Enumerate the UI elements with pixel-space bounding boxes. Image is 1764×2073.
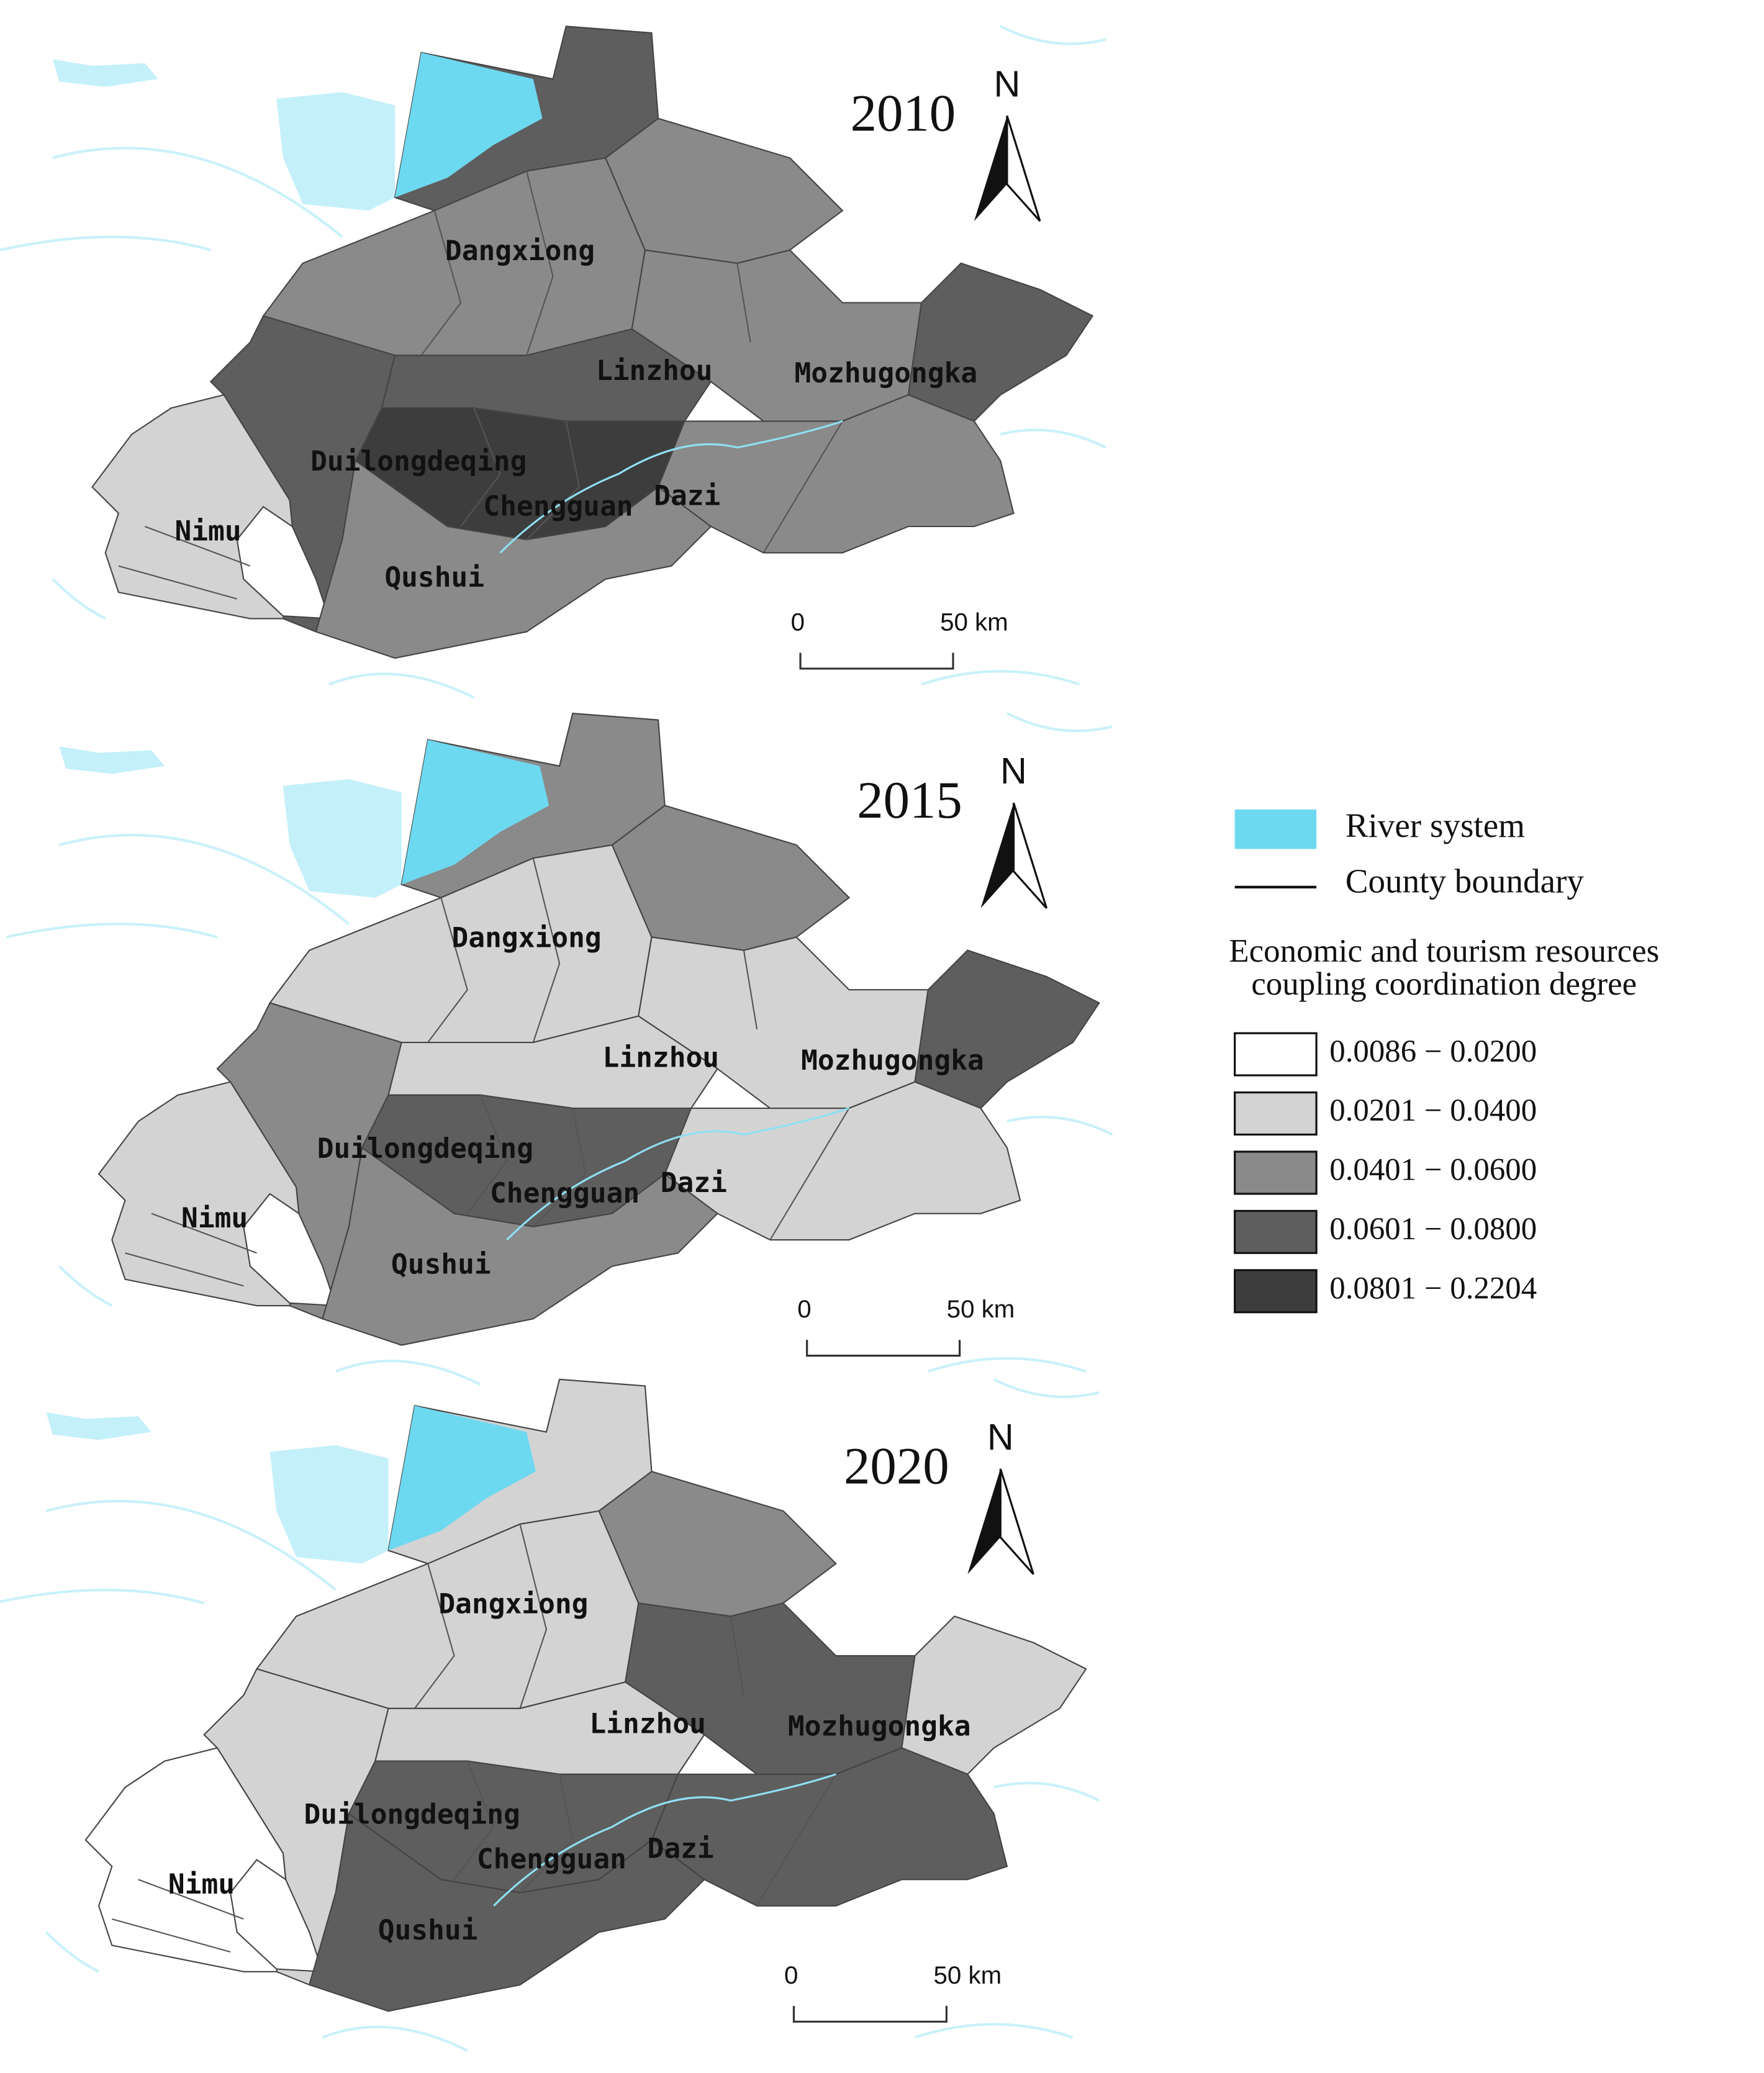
legend-title: Economic and tourism resources	[1229, 933, 1659, 969]
river-system	[388, 1406, 536, 1551]
place-label: Chengguan	[483, 490, 633, 522]
legend-class-label: 0.0401 − 0.0600	[1329, 1153, 1537, 1188]
county-region	[604, 117, 844, 264]
county-region	[322, 1146, 719, 1346]
place-label: Duilongdeqing	[304, 1799, 520, 1831]
river-line	[492, 1773, 836, 1907]
scale-end: 50 km	[947, 1295, 1015, 1323]
north-arrow	[1012, 802, 1048, 909]
background-river	[6, 712, 1113, 1386]
background-water	[52, 59, 396, 211]
county-region	[651, 1747, 1008, 1907]
legend-class-label: 0.0201 − 0.0400	[1329, 1093, 1537, 1128]
county-region	[657, 394, 1015, 554]
place-label: Dazi	[648, 1833, 714, 1865]
river-line	[499, 420, 843, 554]
legend: River system County boundary Economic an…	[1229, 806, 1659, 1314]
river-line	[506, 1107, 850, 1241]
north-arrow	[1006, 115, 1041, 222]
scale-start: 0	[791, 608, 805, 636]
north-arrow	[967, 1468, 1001, 1574]
background-river	[0, 1378, 1100, 2052]
north-letter: N	[987, 1416, 1014, 1458]
county-region	[611, 805, 851, 951]
county-region	[901, 1615, 1087, 1776]
place-label: Linzhou	[589, 1708, 706, 1740]
place-label: Dangxiong	[452, 923, 602, 954]
place-label: Mozhugongka	[801, 1045, 984, 1077]
scale-start: 0	[784, 1961, 798, 1989]
county-boundary	[125, 857, 850, 1287]
county-region	[664, 1081, 1021, 1241]
map-panel: Dangxiong Linzhou Mozhugongka Duilongdeqing…	[0, 25, 1106, 699]
legend-swatch	[1234, 1032, 1318, 1077]
place-label: Dazi	[661, 1167, 727, 1199]
legend-title: coupling coordination degree	[1251, 966, 1637, 1002]
place-label: Dangxiong	[445, 235, 595, 267]
county-region	[229, 1859, 323, 1972]
place-label: Nimu	[174, 516, 241, 548]
place-label: Dangxiong	[438, 1588, 588, 1620]
north-arrow	[980, 803, 1014, 908]
legend-swatch	[1234, 1091, 1318, 1136]
river-system	[395, 52, 543, 197]
place-label: Dazi	[654, 480, 720, 512]
scale-bar	[792, 2005, 948, 2023]
county-region	[907, 262, 1094, 422]
place-label: Linzhou	[596, 355, 713, 387]
background-water	[46, 1412, 389, 1564]
legend-class-label: 0.0601 − 0.0800	[1329, 1212, 1537, 1247]
scale-end: 50 km	[933, 1961, 1002, 1989]
place-label: Duilongdeqing	[310, 446, 527, 477]
river-swatch	[1234, 809, 1317, 849]
background-river	[0, 25, 1106, 699]
place-label: Duilongdeqing	[317, 1133, 533, 1165]
scale-bar	[806, 1340, 961, 1357]
place-label: Chengguan	[490, 1178, 640, 1209]
river-system	[401, 739, 550, 885]
place-label: Mozhugongka	[795, 358, 978, 389]
scale-bar	[799, 653, 954, 670]
map-year: 2015	[857, 771, 962, 829]
legend-swatch	[1234, 1209, 1318, 1254]
background-water	[59, 746, 402, 898]
scale-start: 0	[797, 1295, 811, 1323]
place-label: Nimu	[168, 1869, 235, 1900]
north-letter: N	[1000, 750, 1027, 792]
map-year: 2020	[844, 1437, 949, 1496]
map-panel: Dangxiong Linzhou Mozhugongka Duilongdeqing…	[6, 712, 1113, 1386]
legend-class-label: 0.0801 − 0.2204	[1329, 1271, 1537, 1306]
place-label: Qushui	[384, 562, 484, 594]
county-region	[309, 1812, 705, 2012]
county-region	[243, 1193, 337, 1307]
legend-swatch	[1234, 1269, 1318, 1314]
county-region	[315, 459, 712, 659]
county-region	[914, 949, 1100, 1109]
county-region	[598, 1470, 837, 1617]
place-label: Nimu	[181, 1203, 248, 1234]
north-arrow	[974, 115, 1007, 222]
map-panel: Dangxiong Linzhou Mozhugongka Duilongdeqing…	[0, 1378, 1100, 2052]
north-letter: N	[993, 63, 1020, 105]
place-label: Linzhou	[603, 1042, 720, 1074]
scale-end: 50 km	[940, 608, 1008, 636]
legend-swatch	[1234, 1150, 1318, 1195]
place-label: Qushui	[378, 1915, 478, 1946]
map-year: 2010	[851, 84, 956, 142]
place-label: Chengguan	[477, 1844, 626, 1876]
place-label: Mozhugongka	[788, 1711, 971, 1743]
county-region	[236, 505, 330, 620]
county-boundary	[112, 1524, 837, 1953]
county-boundary	[118, 171, 843, 600]
legend-boundary: County boundary	[1346, 862, 1585, 900]
legend-class-label: 0.0086 − 0.0200	[1329, 1034, 1537, 1069]
place-label: Qushui	[391, 1249, 491, 1280]
legend-river: River system	[1346, 806, 1525, 844]
north-arrow	[999, 1468, 1034, 1575]
